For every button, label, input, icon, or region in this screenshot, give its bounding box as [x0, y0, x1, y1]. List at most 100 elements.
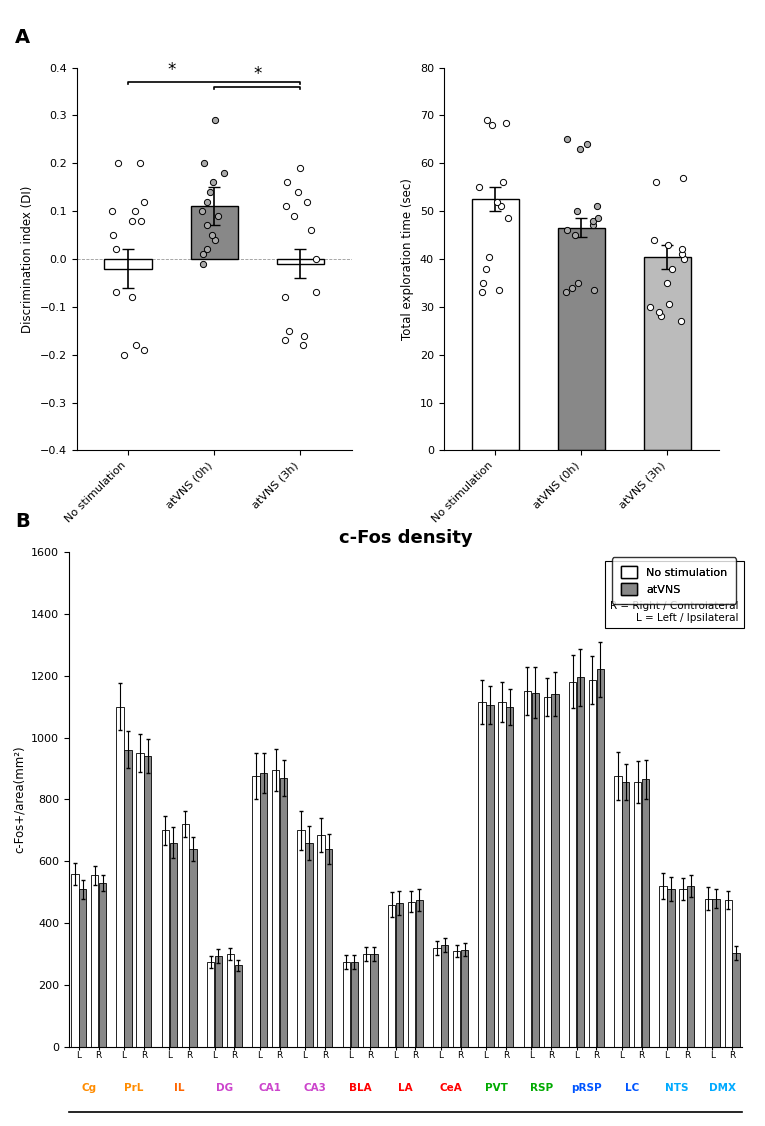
Point	[207, 173, 219, 191]
Point	[125, 212, 138, 230]
Bar	[408, 902, 415, 1047]
Point	[591, 197, 603, 215]
Bar	[724, 900, 732, 1047]
Bar	[161, 831, 169, 1047]
Point	[135, 212, 147, 230]
Bar	[190, 206, 238, 259]
Bar	[461, 949, 468, 1047]
Point	[588, 212, 600, 230]
Bar	[215, 956, 222, 1047]
Text: BLA: BLA	[349, 1083, 372, 1093]
Bar	[370, 955, 378, 1047]
Point	[653, 303, 666, 321]
Bar	[634, 783, 641, 1047]
Point	[209, 111, 221, 129]
Point	[196, 203, 208, 221]
Bar	[305, 842, 313, 1047]
Point	[587, 216, 599, 234]
Bar	[136, 753, 144, 1047]
Text: Cg: Cg	[81, 1083, 96, 1093]
Point	[278, 331, 291, 349]
Point	[486, 116, 498, 134]
Bar	[472, 199, 519, 450]
Point	[283, 322, 295, 340]
Title: c-Fos density: c-Fos density	[339, 529, 472, 547]
Point	[648, 231, 660, 249]
Bar	[226, 955, 234, 1047]
Bar	[260, 774, 268, 1047]
Bar	[235, 965, 242, 1047]
Text: *: *	[167, 61, 175, 79]
Point	[666, 260, 679, 278]
Point	[125, 288, 138, 306]
Point	[279, 288, 291, 306]
Point	[310, 284, 322, 302]
Text: CA3: CA3	[304, 1083, 327, 1093]
Point	[112, 154, 125, 172]
Bar	[577, 677, 584, 1047]
Bar	[705, 899, 712, 1047]
Point	[298, 336, 310, 354]
Point	[495, 197, 507, 215]
Point	[660, 274, 672, 292]
Bar	[532, 692, 539, 1047]
Point	[281, 173, 293, 191]
Text: B: B	[15, 512, 30, 531]
Point	[476, 284, 488, 302]
Text: IL: IL	[174, 1083, 184, 1093]
Bar	[105, 259, 151, 269]
Point	[209, 231, 221, 249]
Point	[294, 159, 306, 177]
Text: PVT: PVT	[484, 1083, 507, 1093]
Point	[483, 248, 496, 266]
Bar	[124, 750, 132, 1047]
Point	[133, 154, 145, 172]
Bar	[388, 905, 396, 1047]
Point	[561, 131, 573, 149]
Bar	[667, 890, 675, 1047]
Text: PrL: PrL	[124, 1083, 144, 1093]
Bar	[506, 707, 513, 1047]
Point	[304, 221, 317, 240]
Point	[654, 307, 666, 325]
Text: LA: LA	[398, 1083, 413, 1093]
Bar	[524, 691, 531, 1047]
Bar	[569, 681, 576, 1047]
Bar	[687, 886, 695, 1047]
Point	[301, 193, 313, 211]
Point	[138, 341, 150, 359]
Bar	[252, 776, 259, 1047]
Text: NTS: NTS	[666, 1083, 688, 1093]
Y-axis label: Discrimination index (DI): Discrimination index (DI)	[21, 186, 34, 332]
Point	[212, 207, 224, 225]
Bar	[498, 701, 506, 1047]
Bar	[679, 890, 687, 1047]
Point	[490, 193, 503, 211]
Bar	[642, 779, 649, 1047]
Bar	[79, 890, 86, 1047]
Bar	[659, 886, 667, 1047]
Point	[574, 140, 586, 158]
Point	[203, 182, 216, 200]
Point	[560, 284, 572, 302]
Point	[310, 250, 322, 268]
Text: LC: LC	[624, 1083, 639, 1093]
Point	[565, 278, 578, 296]
Point	[569, 226, 581, 244]
Bar	[71, 874, 79, 1047]
Bar	[558, 227, 605, 450]
Point	[677, 169, 689, 187]
Bar	[91, 875, 99, 1047]
Bar	[170, 842, 177, 1047]
Point	[206, 226, 218, 244]
Point	[292, 182, 304, 200]
Bar	[317, 835, 324, 1047]
Bar	[350, 962, 358, 1047]
Bar	[343, 962, 350, 1047]
Point	[129, 203, 142, 221]
Text: RSP: RSP	[529, 1083, 553, 1093]
Point	[218, 164, 230, 182]
Text: CA1: CA1	[259, 1083, 282, 1093]
Point	[298, 327, 310, 345]
Point	[644, 297, 656, 315]
